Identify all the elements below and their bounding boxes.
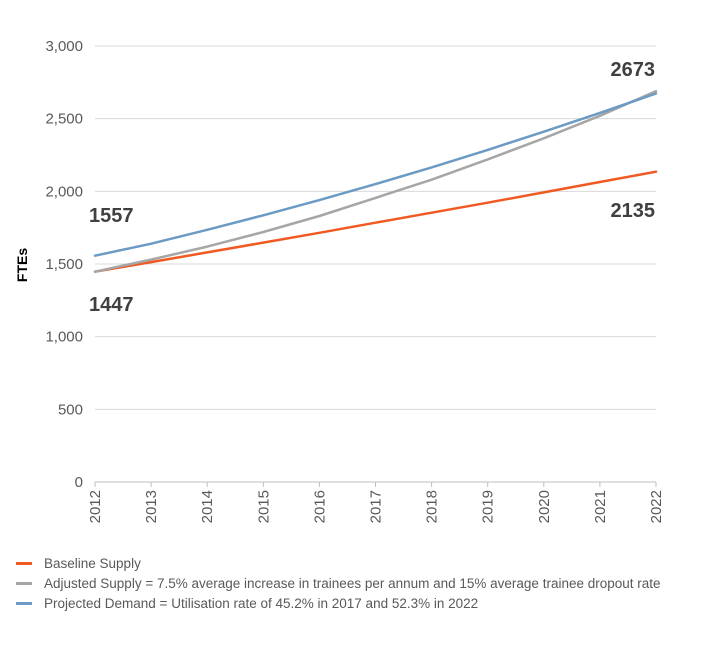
x-tick-label: 2014 xyxy=(199,490,216,523)
line-adjusted-supply xyxy=(93,89,658,273)
legend: Baseline Supply Adjusted Supply = 7.5% a… xyxy=(16,553,661,613)
x-axis-ticks: 2012 2013 2014 2015 2016 2017 2018 2019 2020 2021… xyxy=(87,482,665,523)
y-tick-label: 1,000 xyxy=(45,329,83,346)
legend-swatch-baseline-supply xyxy=(16,561,32,565)
data-label-demand-start: 1557 xyxy=(89,205,134,227)
legend-label-baseline-supply: Baseline Supply xyxy=(44,555,141,571)
x-tick-label: 2019 xyxy=(480,490,497,523)
x-tick-label: 2016 xyxy=(311,490,328,523)
y-tick-label: 500 xyxy=(58,401,83,418)
legend-label-projected-demand: Projected Demand = Utilisation rate of 4… xyxy=(44,595,479,611)
legend-item-adjusted-supply: Adjusted Supply = 7.5% average increase … xyxy=(16,573,661,593)
legend-swatch-adjusted-supply xyxy=(16,581,32,585)
y-axis-ticks: 0 500 1,000 1,500 2,000 2,500 3,000 xyxy=(45,38,83,491)
legend-item-projected-demand: Projected Demand = Utilisation rate of 4… xyxy=(16,593,661,613)
y-tick-label: 3,000 xyxy=(45,38,83,55)
gridlines xyxy=(95,45,656,483)
x-tick-label: 2022 xyxy=(648,490,665,523)
x-tick-label: 2017 xyxy=(368,490,385,523)
x-tick-label: 2012 xyxy=(87,490,104,523)
series-lines xyxy=(93,89,658,273)
x-tick-label: 2013 xyxy=(143,490,160,523)
data-label-demand-end: 2673 xyxy=(611,59,656,81)
data-label-supply-end: 2135 xyxy=(611,200,656,222)
y-tick-label: 2,500 xyxy=(45,111,83,128)
y-tick-label: 2,000 xyxy=(45,183,83,200)
x-tick-label: 2015 xyxy=(255,490,272,523)
x-tick-label: 2018 xyxy=(424,490,441,523)
x-tick-label: 2020 xyxy=(536,490,553,523)
x-tick-label: 2021 xyxy=(592,490,609,523)
legend-swatch-projected-demand xyxy=(16,601,32,605)
y-tick-label: 0 xyxy=(75,474,83,491)
line-projected-demand xyxy=(93,92,658,257)
y-tick-label: 1,500 xyxy=(45,256,83,273)
data-label-supply-start: 1447 xyxy=(89,294,134,316)
y-axis-label: FTEs xyxy=(14,248,30,282)
legend-item-baseline-supply: Baseline Supply xyxy=(16,553,661,573)
legend-label-adjusted-supply: Adjusted Supply = 7.5% average increase … xyxy=(44,575,661,591)
line-baseline-supply xyxy=(93,170,658,273)
